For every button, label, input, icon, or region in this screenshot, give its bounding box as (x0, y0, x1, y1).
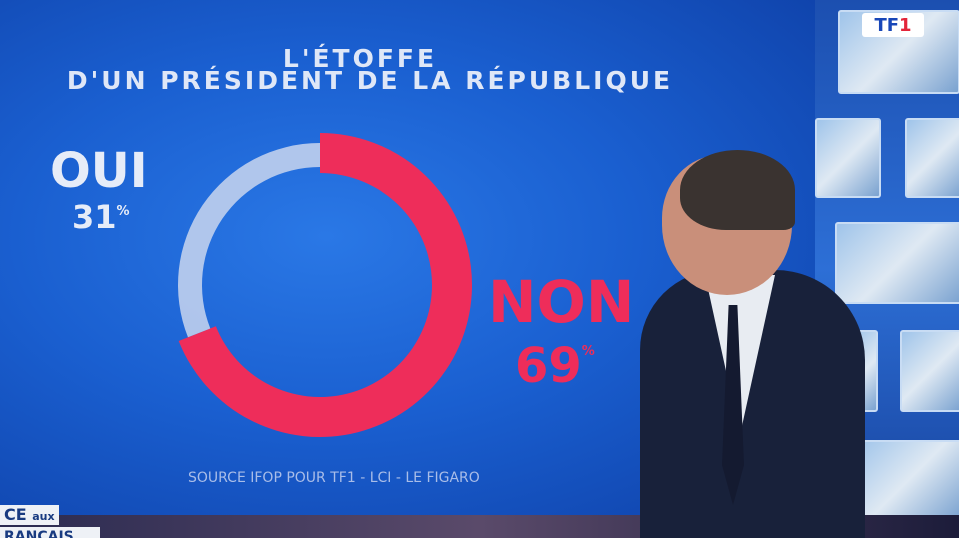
chart-title: L'ÉTOFFE (282, 44, 438, 73)
lower-third-text: aux (32, 510, 55, 523)
lower-third-text: CE (4, 505, 27, 524)
chart-source: SOURCE IFOP POUR TF1 - LCI - LE FIGARO (188, 470, 480, 486)
chart-subtitle: D'UN PRÉSIDENT DE LA RÉPUBLIQUE (66, 66, 674, 95)
wall-thumbnail (905, 118, 959, 198)
donut-slice-non (178, 133, 472, 437)
wall-thumbnail (900, 330, 959, 412)
percent-unit: % (581, 344, 595, 359)
donut-slice-oui (178, 143, 320, 338)
wall-thumbnail (838, 10, 959, 94)
lower-third-line2: RANÇAIS (0, 527, 100, 538)
value-oui-number: 31 (72, 198, 117, 236)
value-non: 69% (515, 338, 595, 394)
tf1-logo: TF 1 (862, 13, 924, 37)
label-non: NON (488, 268, 635, 336)
tie (722, 305, 744, 505)
value-non-number: 69 (515, 338, 582, 394)
label-oui: OUI (50, 143, 148, 199)
percent-unit: % (116, 204, 130, 219)
value-oui: 31% (72, 198, 130, 236)
wall-thumbnail (815, 118, 881, 198)
wall-thumbnail (835, 222, 959, 304)
hair (680, 150, 795, 230)
lower-third-line1: CE aux (0, 505, 59, 525)
